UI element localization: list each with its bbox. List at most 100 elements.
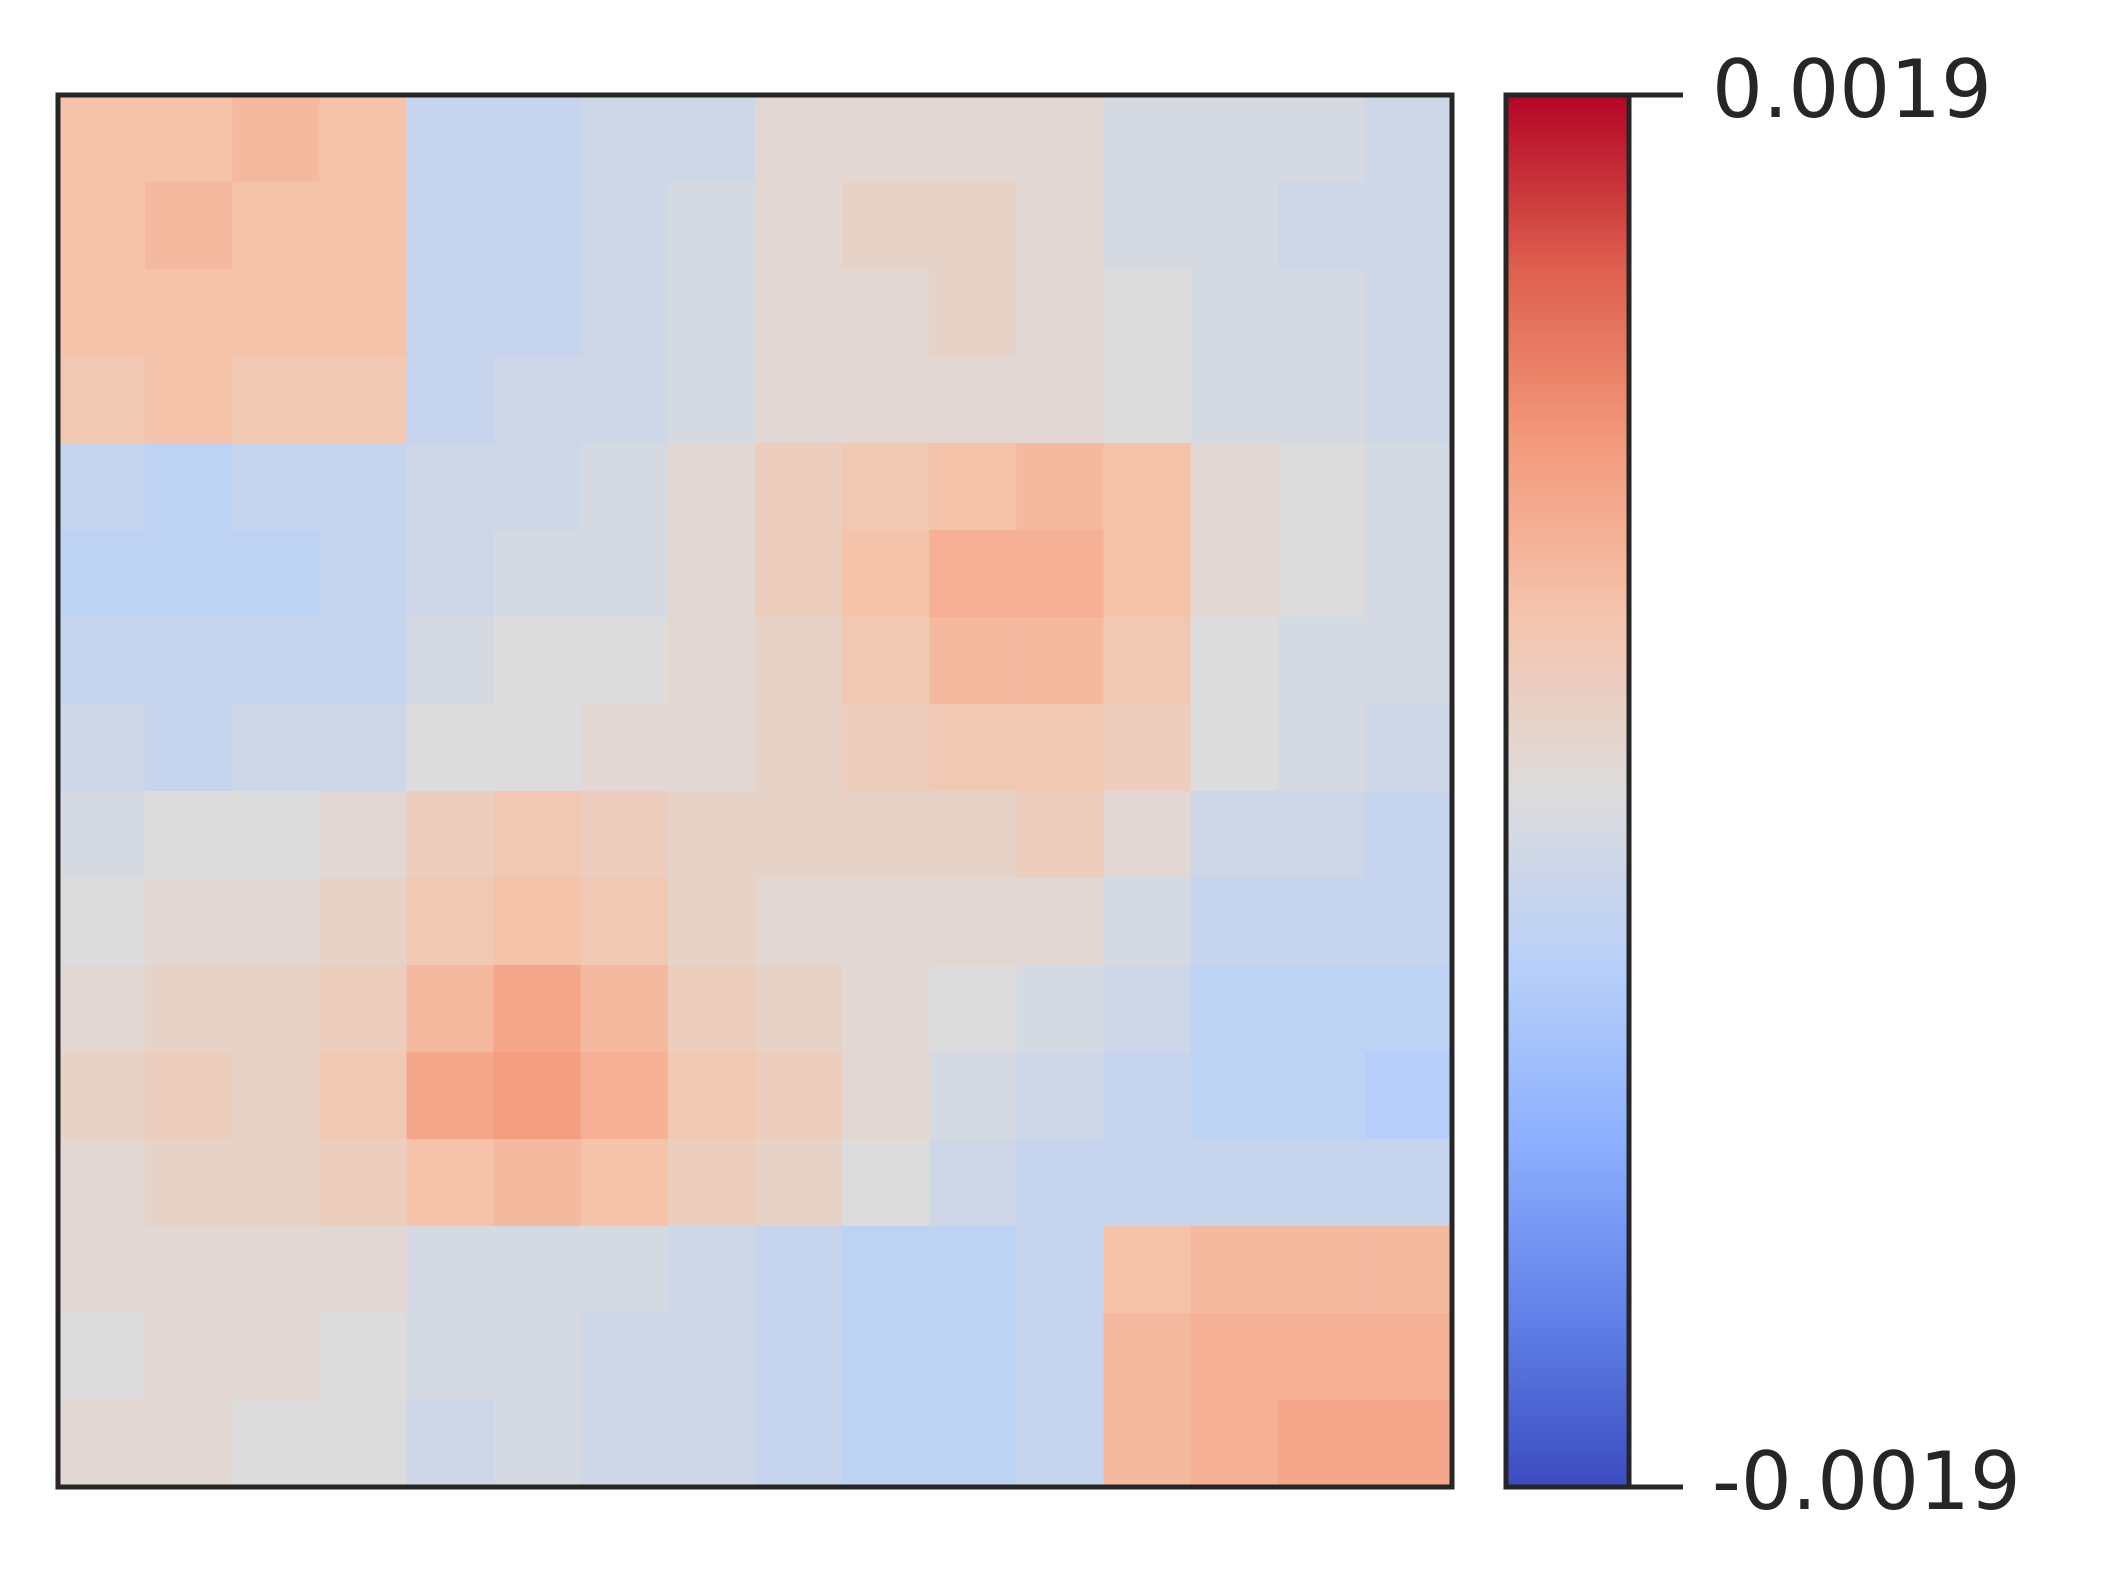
heatmap-cell bbox=[580, 965, 669, 1053]
heatmap-cell bbox=[493, 443, 582, 531]
heatmap-cell bbox=[667, 1139, 756, 1227]
heatmap-cell bbox=[1016, 878, 1104, 966]
heatmap-cell bbox=[667, 704, 756, 792]
heatmap-cell bbox=[755, 617, 843, 705]
heatmap-cell bbox=[319, 1400, 407, 1488]
heatmap-cell bbox=[58, 704, 146, 792]
heatmap-cell bbox=[580, 1400, 669, 1488]
heatmap-cell bbox=[1016, 269, 1104, 357]
heatmap-cell bbox=[580, 791, 669, 879]
heatmap-cell bbox=[406, 269, 495, 357]
heatmap-cell bbox=[1277, 704, 1366, 792]
heatmap-cell bbox=[232, 269, 320, 357]
heatmap-cell bbox=[755, 269, 843, 357]
heatmap-cell bbox=[145, 1400, 233, 1488]
heatmap-cell bbox=[755, 1313, 843, 1401]
heatmap-cell bbox=[1277, 617, 1366, 705]
heatmap-cell bbox=[1190, 878, 1279, 966]
heatmap-cell bbox=[1364, 704, 1453, 792]
heatmap-cell bbox=[1190, 182, 1279, 270]
heatmap-cell bbox=[319, 704, 407, 792]
heatmap-cell bbox=[58, 356, 146, 444]
heatmap-cell bbox=[1364, 617, 1453, 705]
heatmap-cell bbox=[493, 704, 582, 792]
heatmap-cell bbox=[58, 878, 146, 966]
heatmap-cell bbox=[319, 965, 407, 1053]
heatmap-cell bbox=[1190, 1139, 1279, 1227]
heatmap-cell bbox=[667, 965, 756, 1053]
heatmap-cell bbox=[232, 1052, 320, 1140]
heatmap-cell bbox=[319, 356, 407, 444]
heatmap-cell bbox=[580, 1052, 669, 1140]
heatmap-cell bbox=[58, 617, 146, 705]
heatmap-cell bbox=[1364, 95, 1453, 183]
heatmap-cell bbox=[929, 1313, 1017, 1401]
heatmap-cell bbox=[406, 95, 495, 183]
heatmap-cell bbox=[232, 1313, 320, 1401]
heatmap-cell bbox=[1190, 1400, 1279, 1488]
heatmap-cell bbox=[406, 791, 495, 879]
heatmap-cell bbox=[1277, 182, 1366, 270]
heatmap-cell bbox=[1364, 1400, 1453, 1488]
heatmap-cell bbox=[1277, 1400, 1366, 1488]
heatmap-cell bbox=[842, 617, 930, 705]
heatmap-cell bbox=[929, 1139, 1017, 1227]
heatmap-cell bbox=[493, 356, 582, 444]
heatmap-cell bbox=[406, 878, 495, 966]
heatmap-cell bbox=[1277, 443, 1366, 531]
heatmap-cell bbox=[755, 443, 843, 531]
heatmap-cell bbox=[929, 356, 1017, 444]
heatmap-cell bbox=[1016, 1313, 1104, 1401]
heatmap-cell bbox=[319, 1226, 407, 1314]
heatmap-cell bbox=[58, 1400, 146, 1488]
heatmap-cell bbox=[319, 617, 407, 705]
heatmap-cell bbox=[493, 1313, 582, 1401]
heatmap-cell bbox=[1016, 617, 1104, 705]
heatmap-cell bbox=[580, 530, 669, 618]
heatmap-cell bbox=[842, 791, 930, 879]
heatmap-cell bbox=[755, 878, 843, 966]
heatmap-cell bbox=[1277, 530, 1366, 618]
heatmap-cell bbox=[842, 530, 930, 618]
heatmap-cell bbox=[667, 617, 756, 705]
heatmap-cell bbox=[1016, 182, 1104, 270]
heatmap-cell bbox=[1016, 530, 1104, 618]
heatmap-cell bbox=[842, 356, 930, 444]
heatmap-cell bbox=[755, 704, 843, 792]
heatmap-cell bbox=[232, 1226, 320, 1314]
heatmap-cell bbox=[929, 269, 1017, 357]
heatmap-cell bbox=[842, 1313, 930, 1401]
heatmap-cell bbox=[1016, 443, 1104, 531]
heatmap-cell bbox=[1364, 791, 1453, 879]
heatmap-cell bbox=[1277, 878, 1366, 966]
heatmap-cell bbox=[493, 878, 582, 966]
heatmap-cell bbox=[145, 443, 233, 531]
heatmap-cell bbox=[1364, 1313, 1453, 1401]
heatmap-cell bbox=[580, 269, 669, 357]
heatmap-cell bbox=[755, 182, 843, 270]
heatmap-cell bbox=[755, 530, 843, 618]
heatmap-cell bbox=[58, 269, 146, 357]
heatmap-cell bbox=[406, 1052, 495, 1140]
heatmap-cell bbox=[493, 1052, 582, 1140]
heatmap-cell bbox=[1190, 1313, 1279, 1401]
heatmap-cell bbox=[1016, 1139, 1104, 1227]
heatmap-cell bbox=[406, 1313, 495, 1401]
heatmap-cell bbox=[493, 269, 582, 357]
heatmap-cell bbox=[1364, 878, 1453, 966]
heatmap-cell bbox=[232, 182, 320, 270]
heatmap-cell bbox=[1103, 1052, 1192, 1140]
heatmap-cell bbox=[232, 356, 320, 444]
heatmap-cell bbox=[1190, 791, 1279, 879]
heatmap-cell bbox=[406, 617, 495, 705]
heatmap-cell bbox=[667, 1313, 756, 1401]
heatmap-cell bbox=[58, 443, 146, 531]
heatmap-cell bbox=[755, 965, 843, 1053]
heatmap-cell bbox=[1364, 443, 1453, 531]
heatmap-cell bbox=[1016, 356, 1104, 444]
heatmap-cell bbox=[1364, 965, 1453, 1053]
heatmap-cell bbox=[319, 1313, 407, 1401]
heatmap-cell bbox=[406, 704, 495, 792]
heatmap-cell bbox=[145, 878, 233, 966]
heatmap-cell bbox=[1103, 791, 1192, 879]
